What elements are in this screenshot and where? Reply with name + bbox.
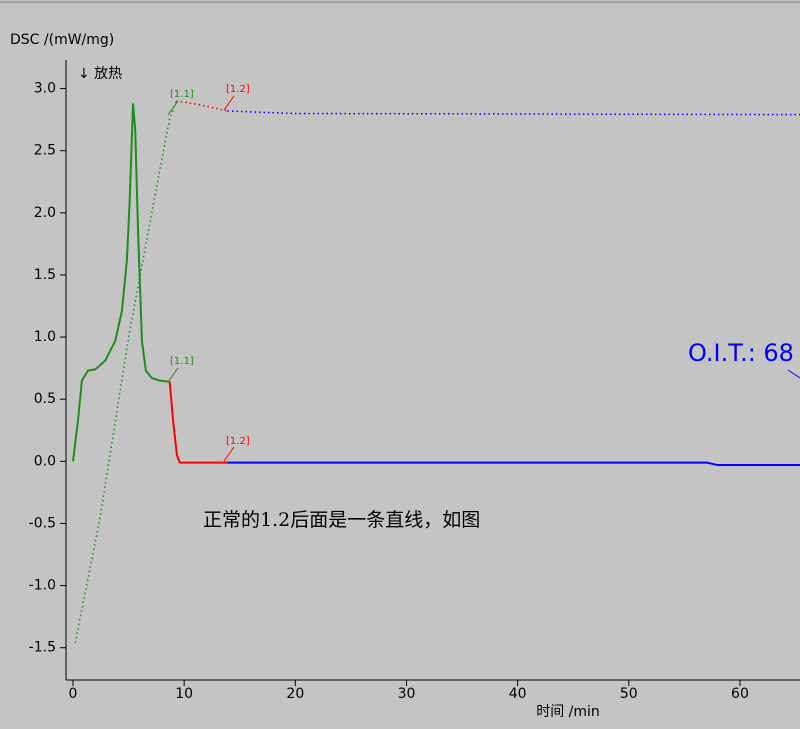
x-tick-label: 10 <box>175 686 193 702</box>
y-tick-label: 1.0 <box>34 329 56 345</box>
annotation: [1.1] <box>170 356 194 367</box>
annotation: [1.2] <box>226 436 250 447</box>
annotation-leader <box>167 367 179 383</box>
x-tick-label: 30 <box>398 686 416 702</box>
annotation: [1.2] <box>226 84 250 95</box>
series-line <box>168 381 228 464</box>
y-tick-label: -0.5 <box>29 515 56 531</box>
x-tick-label: 20 <box>286 686 304 702</box>
x-tick-label: 60 <box>731 686 749 702</box>
annotation: 正常的1.2后面是一条直线，如图 <box>203 509 480 531</box>
x-tick-label: 50 <box>620 686 638 702</box>
x-axis-label: 时间 /min <box>536 704 600 720</box>
y-tick-label: 0.0 <box>34 453 56 469</box>
y-tick-label: 0.5 <box>34 391 56 407</box>
series-line <box>227 461 800 467</box>
series-line <box>176 100 228 112</box>
y-tick-label: -1.0 <box>29 578 56 594</box>
y-tick-label: 3.0 <box>34 81 56 97</box>
y-tick-label: -1.5 <box>29 640 56 656</box>
annotation: [1.1] <box>170 89 194 100</box>
y-tick-label: 1.5 <box>34 267 56 283</box>
plot-area <box>72 100 800 643</box>
annotation-leader <box>223 95 235 111</box>
annotation-leader <box>167 100 179 116</box>
annotation: O.I.T.: 68 <box>688 339 794 367</box>
annotation-leader <box>223 446 235 462</box>
annotation-leader <box>787 369 800 379</box>
annotation: ↓ 放热 <box>78 66 122 82</box>
x-tick-label: 0 <box>69 686 78 702</box>
series-line <box>74 100 178 643</box>
series-line <box>72 103 170 462</box>
y-tick-label: 2.5 <box>34 143 56 159</box>
y-axis-label: DSC /(mW/mg) <box>10 32 114 48</box>
x-tick-label: 40 <box>509 686 527 702</box>
y-tick-label: 2.0 <box>34 205 56 221</box>
